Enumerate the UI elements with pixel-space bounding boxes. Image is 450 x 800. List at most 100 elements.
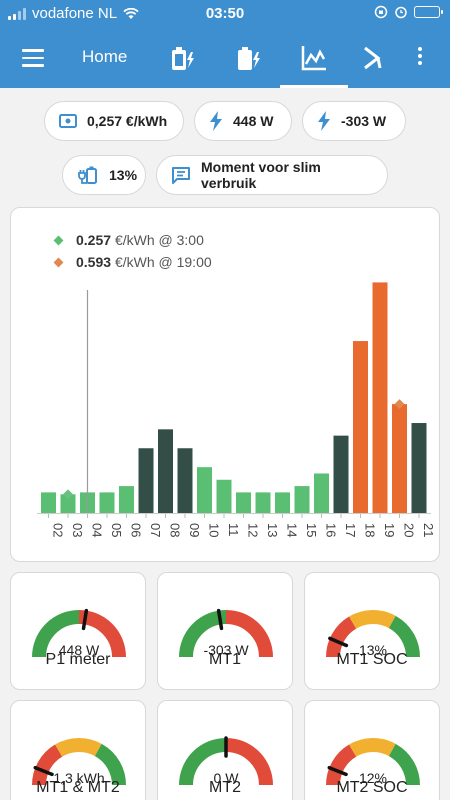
- advice-chip[interactable]: Moment voor slim verbruik: [156, 155, 388, 195]
- bar-02[interactable]: [41, 492, 56, 513]
- gauge-card-1[interactable]: -303 W MT1: [157, 572, 293, 690]
- gauge-arc-green: [179, 738, 227, 786]
- orientation-lock-icon: [374, 5, 388, 19]
- bar-15[interactable]: [294, 486, 310, 513]
- menu-icon[interactable]: [22, 49, 44, 67]
- bar-14[interactable]: [275, 492, 290, 513]
- gauge-value: 0 W: [214, 770, 240, 786]
- soc-value: 13%: [109, 167, 138, 183]
- alarm-icon: [395, 6, 407, 19]
- tick-label-11: 11: [226, 523, 241, 537]
- tick-label-10: 10: [207, 523, 222, 537]
- price-bar-chart: 02 03 04 05 06 07 08 09 10 11 12 13 14 15 16 17 18 19 20 21: [37, 282, 436, 537]
- gauge-card-4[interactable]: 0 W MT2: [157, 700, 293, 800]
- gauge-dial: 1,3 kWh: [32, 738, 126, 786]
- gauge-dial: 0 W: [179, 736, 273, 786]
- tick-label-14: 14: [285, 523, 300, 537]
- bar-10[interactable]: [197, 467, 212, 513]
- gauge-needle: [327, 765, 348, 777]
- legend-low-text: €/kWh @ 3:00: [114, 232, 204, 248]
- gauge-value: 448 W: [59, 642, 100, 658]
- tick-label-08: 08: [168, 523, 183, 537]
- bar-07[interactable]: [138, 448, 154, 513]
- bar-03[interactable]: [60, 494, 76, 513]
- tick-label-05: 05: [109, 523, 124, 537]
- gauge-arc-green: [94, 743, 126, 786]
- price-chart-card: 0.257 €/kWh @ 3:00 0.593 €/kWh @ 19:00 0…: [10, 207, 440, 562]
- price-chip[interactable]: 0,257 €/kWh: [44, 101, 184, 141]
- gauge-dial: 13%: [326, 610, 420, 658]
- gauge-needle: [33, 765, 54, 777]
- gauge-arc-amber: [349, 610, 396, 629]
- bar-08[interactable]: [158, 429, 173, 513]
- battery-plug-icon: [78, 166, 97, 184]
- legend-low-value: 0.257: [76, 232, 112, 248]
- gauge-value: -303 W: [203, 642, 249, 658]
- power-chip-2[interactable]: -303 W: [302, 101, 406, 141]
- bar-11[interactable]: [216, 479, 232, 513]
- soc-chip[interactable]: 13%: [62, 155, 146, 195]
- gauge-dial: -303 W: [179, 608, 273, 658]
- gauge-needle: [81, 608, 89, 631]
- battery-charge-icon[interactable]: [166, 42, 198, 74]
- carrier-name: vodafone NL: [32, 5, 118, 22]
- legend-high-text: €/kWh @ 19:00: [114, 254, 212, 270]
- app-header: Home: [0, 28, 450, 88]
- page-title[interactable]: Home: [82, 47, 128, 66]
- power-value-1: 448 W: [233, 113, 274, 129]
- chart-icon: [301, 46, 326, 71]
- gauge-dial: 12%: [326, 738, 420, 786]
- tick-label-17: 17: [343, 523, 358, 537]
- gauge-card-2[interactable]: 13% MT1 SOC: [304, 572, 440, 690]
- bar-12[interactable]: [236, 492, 251, 513]
- gauge-label: MT1: [209, 651, 241, 668]
- gauge-needle: [216, 608, 224, 631]
- gauge-label: MT2: [209, 779, 241, 796]
- more-options-icon[interactable]: [418, 47, 422, 68]
- advice-text: Moment voor slim verbruik: [201, 159, 321, 191]
- gauge-arc-red: [32, 744, 63, 786]
- tick-label-21: 21: [421, 523, 436, 537]
- message-icon: [172, 167, 190, 184]
- lightning-icon: [318, 111, 330, 131]
- gauge-card-0[interactable]: 448 W P1 meter: [10, 572, 146, 690]
- bar-21[interactable]: [411, 423, 427, 513]
- gauge-arc-red: [225, 738, 273, 786]
- gauge-arc-green: [388, 615, 420, 658]
- arrows-icon[interactable]: [360, 42, 392, 74]
- gauge-label: P1 meter: [45, 651, 111, 668]
- legend-high-value: 0.593: [76, 254, 112, 270]
- bar-05[interactable]: [99, 492, 115, 513]
- gauge-arc-amber: [349, 738, 396, 757]
- gauge-card-3[interactable]: 1,3 kWh MT1 & MT2: [10, 700, 146, 800]
- battery-charge-icon[interactable]: [232, 42, 264, 74]
- bar-13[interactable]: [255, 492, 271, 513]
- bar-06[interactable]: [119, 486, 134, 513]
- gauge-value: 12%: [359, 770, 387, 786]
- tab-chart[interactable]: [280, 42, 348, 88]
- gauge-arc-red: [326, 616, 357, 658]
- tick-label-20: 20: [402, 523, 417, 537]
- bar-19[interactable]: [372, 282, 388, 513]
- bar-18[interactable]: [353, 341, 368, 513]
- gauge-arc-red: [225, 610, 273, 658]
- bar-20[interactable]: [392, 404, 407, 513]
- gauge-arc-red: [326, 744, 357, 786]
- battery-icon: [414, 6, 443, 18]
- tick-label-13: 13: [265, 523, 280, 537]
- power-chip-1[interactable]: 448 W: [194, 101, 292, 141]
- tick-label-04: 04: [90, 523, 105, 537]
- money-icon: [59, 114, 77, 128]
- clock: 03:50: [205, 5, 245, 22]
- signal-icon: [8, 7, 26, 20]
- tick-label-12: 12: [246, 523, 261, 537]
- tick-label-03: 03: [70, 523, 85, 537]
- bar-09[interactable]: [177, 448, 193, 513]
- gauge-card-5[interactable]: 12% MT2 SOC: [304, 700, 440, 800]
- tick-label-16: 16: [324, 523, 339, 537]
- tick-label-07: 07: [148, 523, 163, 537]
- power-value-2: -303 W: [341, 113, 387, 129]
- price-value: 0,257 €/kWh: [87, 113, 168, 129]
- bar-17[interactable]: [333, 435, 349, 513]
- bar-16[interactable]: [314, 473, 329, 513]
